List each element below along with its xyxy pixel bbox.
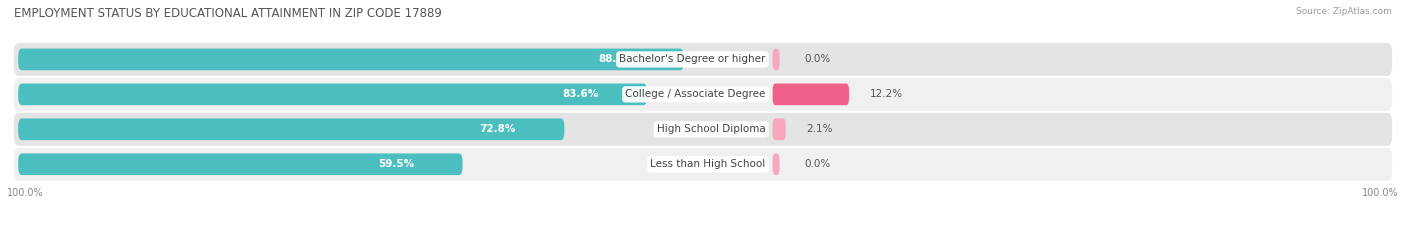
FancyBboxPatch shape <box>773 49 779 70</box>
Text: Bachelor's Degree or higher: Bachelor's Degree or higher <box>619 55 766 64</box>
FancyBboxPatch shape <box>14 78 1392 111</box>
FancyBboxPatch shape <box>18 154 463 175</box>
FancyBboxPatch shape <box>14 113 1392 146</box>
Text: 83.6%: 83.6% <box>562 89 599 99</box>
FancyBboxPatch shape <box>773 118 786 140</box>
Text: 72.8%: 72.8% <box>479 124 516 134</box>
FancyBboxPatch shape <box>773 154 779 175</box>
Text: High School Diploma: High School Diploma <box>657 124 766 134</box>
Text: 0.0%: 0.0% <box>804 55 831 64</box>
Text: 59.5%: 59.5% <box>378 159 413 169</box>
Text: 0.0%: 0.0% <box>804 159 831 169</box>
FancyBboxPatch shape <box>14 148 1392 181</box>
Text: 12.2%: 12.2% <box>870 89 903 99</box>
FancyBboxPatch shape <box>18 118 564 140</box>
FancyBboxPatch shape <box>18 49 683 70</box>
Text: EMPLOYMENT STATUS BY EDUCATIONAL ATTAINMENT IN ZIP CODE 17889: EMPLOYMENT STATUS BY EDUCATIONAL ATTAINM… <box>14 7 441 20</box>
FancyBboxPatch shape <box>18 84 647 105</box>
Text: 88.4%: 88.4% <box>599 55 636 64</box>
Text: Less than High School: Less than High School <box>651 159 766 169</box>
Text: 100.0%: 100.0% <box>7 188 44 198</box>
Text: 100.0%: 100.0% <box>1362 188 1399 198</box>
FancyBboxPatch shape <box>14 43 1392 76</box>
Text: College / Associate Degree: College / Associate Degree <box>626 89 766 99</box>
Text: Source: ZipAtlas.com: Source: ZipAtlas.com <box>1296 7 1392 16</box>
FancyBboxPatch shape <box>773 84 849 105</box>
Text: 2.1%: 2.1% <box>807 124 834 134</box>
